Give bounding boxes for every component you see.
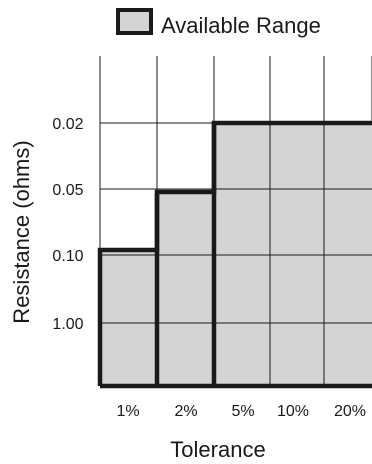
y-tick-labels: 0.02 0.05 0.10 1.00: [52, 116, 83, 333]
y-tick-label: 0.10: [52, 248, 83, 265]
legend: Available Range: [116, 8, 321, 38]
legend-label: Available Range: [161, 13, 321, 38]
x-tick-label: 1%: [116, 403, 139, 420]
x-tick-label: 2%: [174, 403, 197, 420]
bar: [157, 192, 214, 386]
y-tick-label: 0.05: [52, 182, 83, 199]
bar: [100, 250, 157, 386]
legend-swatch: [116, 8, 153, 35]
bar-layer: [97, 56, 372, 389]
range-outline: [97, 120, 372, 386]
y-tick-label: 0.02: [52, 116, 83, 133]
x-axis-title: Tolerance: [170, 437, 265, 462]
y-axis-title: Resistance (ohms): [9, 140, 34, 323]
x-tick-label: 5%: [231, 403, 254, 420]
x-tick-label: 20%: [334, 403, 366, 420]
y-tick-label: 1.00: [52, 316, 83, 333]
x-tick-label: 10%: [277, 403, 309, 420]
x-tick-labels: 1% 2% 5% 10% 20%: [116, 403, 366, 420]
